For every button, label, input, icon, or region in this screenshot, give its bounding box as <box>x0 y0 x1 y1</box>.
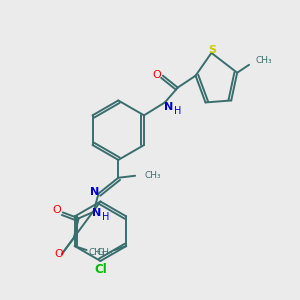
Text: H: H <box>102 212 109 222</box>
Text: S: S <box>208 45 216 55</box>
Text: Cl: Cl <box>94 263 107 276</box>
Text: CH₃: CH₃ <box>88 248 105 256</box>
Text: CH₃: CH₃ <box>255 56 272 65</box>
Text: CH₃: CH₃ <box>144 171 161 180</box>
Text: O: O <box>153 70 161 80</box>
Text: N: N <box>164 102 173 112</box>
Text: O: O <box>55 249 63 259</box>
Text: N: N <box>92 208 101 218</box>
Text: N: N <box>90 187 99 196</box>
Text: H: H <box>174 106 182 116</box>
Text: O: O <box>52 206 61 215</box>
Text: CH₃: CH₃ <box>96 248 113 256</box>
